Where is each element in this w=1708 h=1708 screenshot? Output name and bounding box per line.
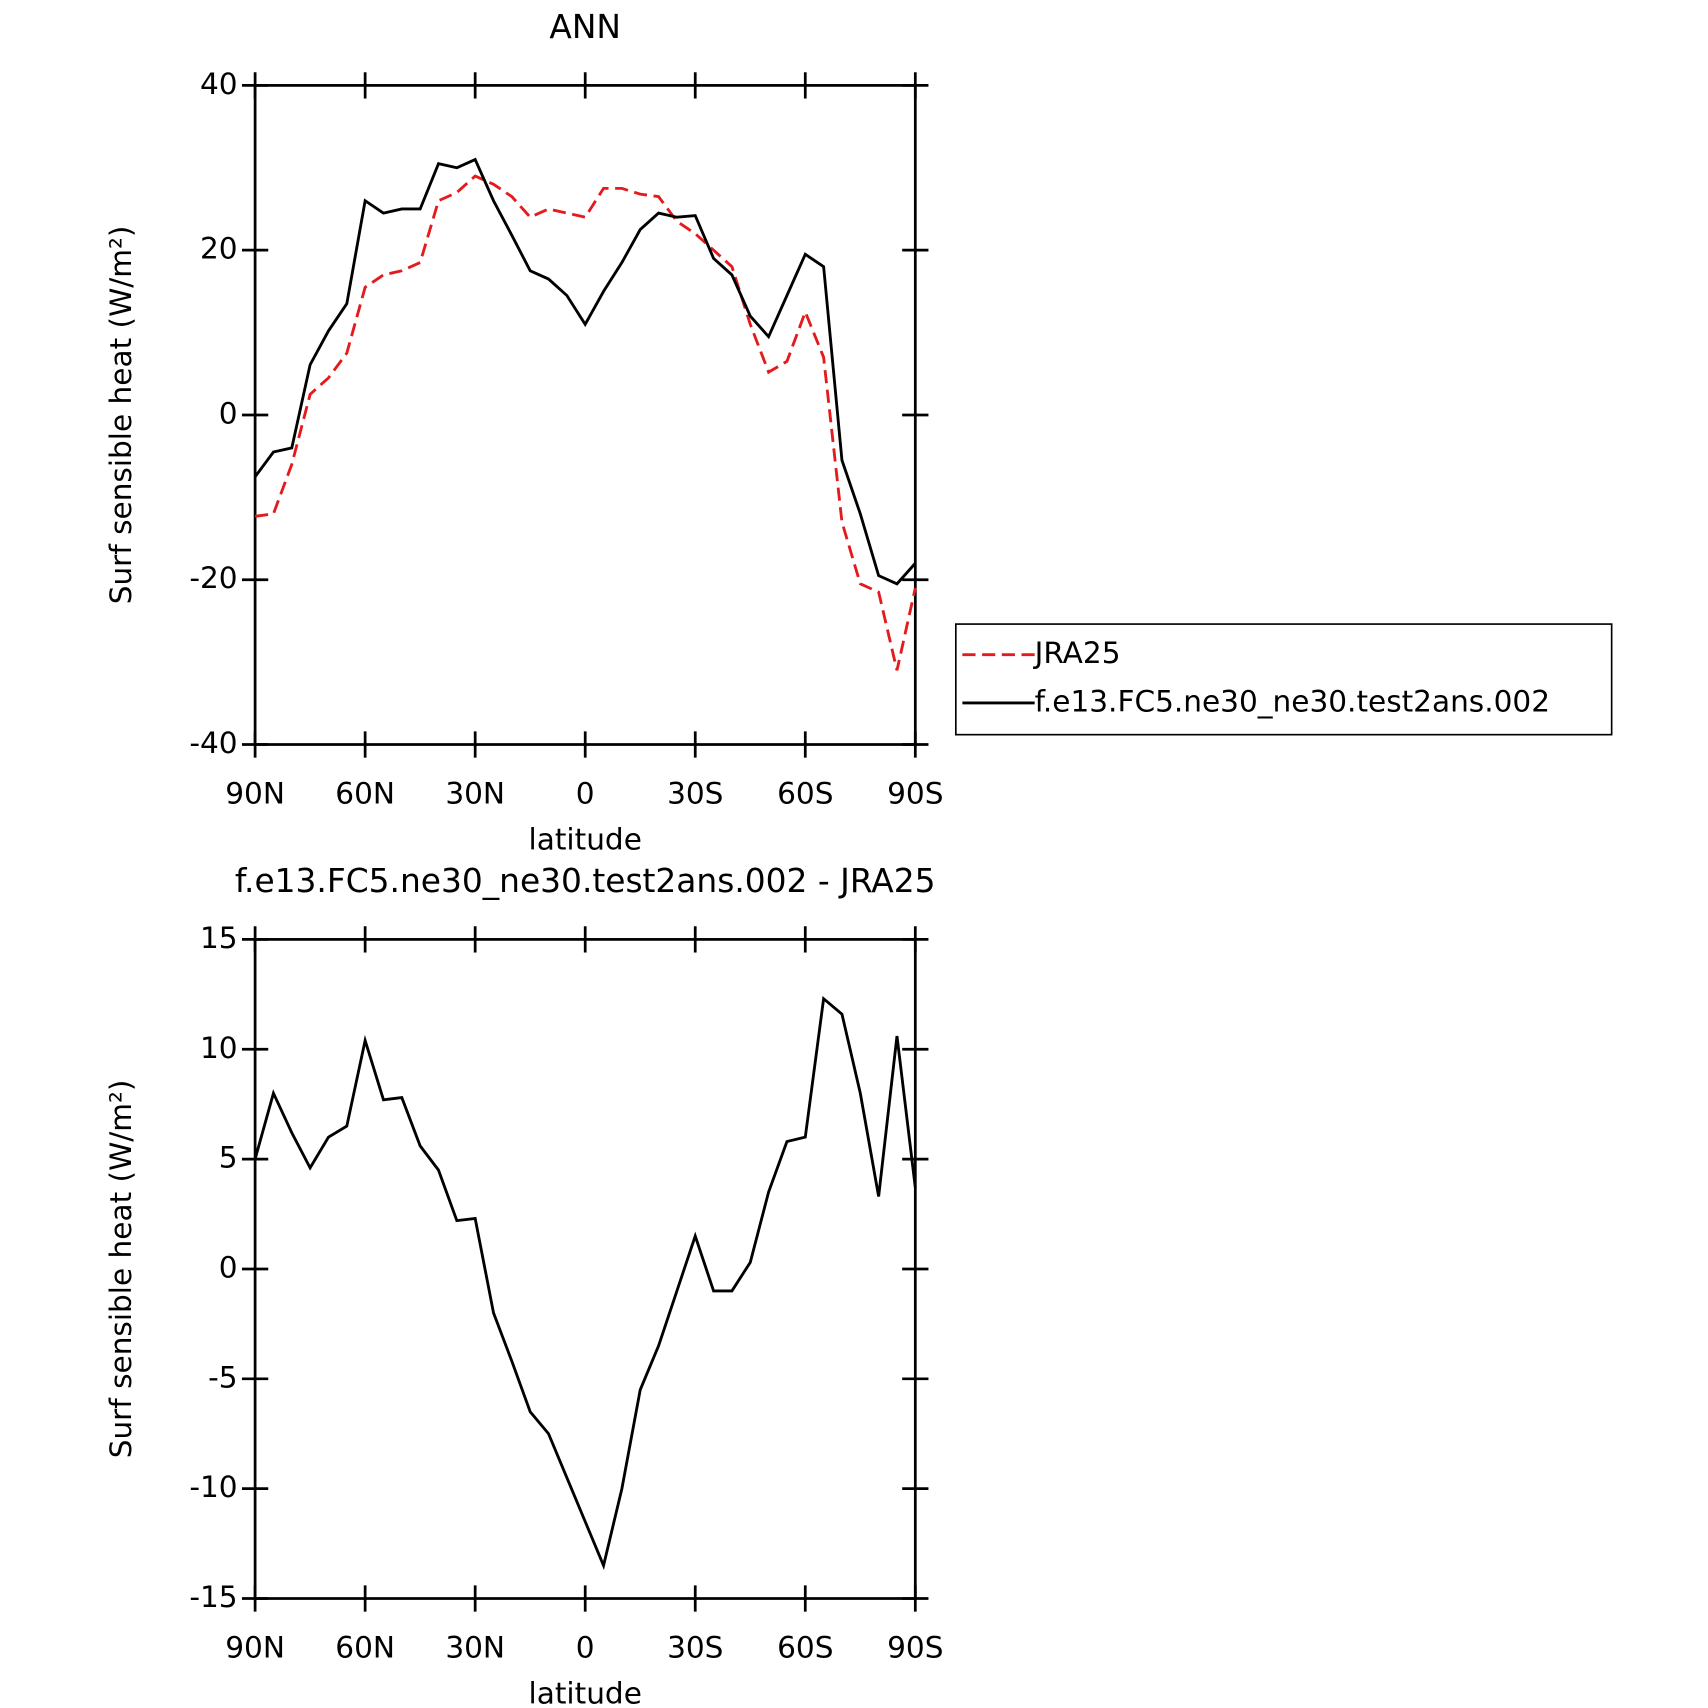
x-tick-label: 30S [667,1630,723,1664]
chart-title: f.e13.FC5.ne30_ne30.test2ans.002 - JRA25 [235,862,936,900]
y-tick-label: 0 [219,396,238,430]
series-line [253,995,917,1571]
chart-title: ANN [549,8,621,46]
x-tick-label: 0 [576,776,595,810]
x-tick-label: 0 [576,1630,595,1664]
y-tick-label: -20 [189,561,237,595]
x-tick-label: 60N [335,776,395,810]
x-tick-label: 60N [335,1630,395,1664]
x-tick-label: 90N [225,776,285,810]
y-tick-label: 15 [200,921,238,955]
y-tick-label: -5 [208,1360,237,1394]
x-tick-label: 30N [445,1630,505,1664]
x-tick-label: 30S [667,776,723,810]
plot-frame [253,938,917,1600]
legend-label: JRA25 [1033,636,1121,670]
y-tick-label: 0 [219,1250,238,1284]
x-tick-label: 30N [445,776,505,810]
x-tick-label: 60S [777,1630,833,1664]
y-tick-label: 5 [219,1141,238,1175]
x-tick-label: 90S [887,776,943,810]
series-line [253,157,917,586]
x-axis-label: latitude [529,1676,642,1708]
y-tick-label: -10 [189,1470,237,1504]
y-axis-label: Surf sensible heat (W/m²) [104,1080,138,1459]
series-line [254,174,917,671]
y-tick-label: -15 [189,1580,237,1614]
y-tick-label: 40 [200,67,238,101]
x-tick-label: 90S [887,1630,943,1664]
legend: JRA25 f.e13.FC5.ne30_ne30.test2ans.002 [955,623,1613,736]
y-axis-label: Surf sensible heat (W/m²) [104,226,138,605]
legend-box [955,623,1613,736]
plot-frame [253,84,917,746]
x-tick-label: 60S [777,776,833,810]
y-tick-label: -40 [189,726,237,760]
y-tick-label: 20 [200,232,238,266]
x-tick-label: 90N [225,1630,285,1664]
legend-label: f.e13.FC5.ne30_ne30.test2ans.002 [1035,684,1550,718]
y-tick-label: 10 [200,1031,238,1065]
x-axis-label: latitude [529,822,642,856]
